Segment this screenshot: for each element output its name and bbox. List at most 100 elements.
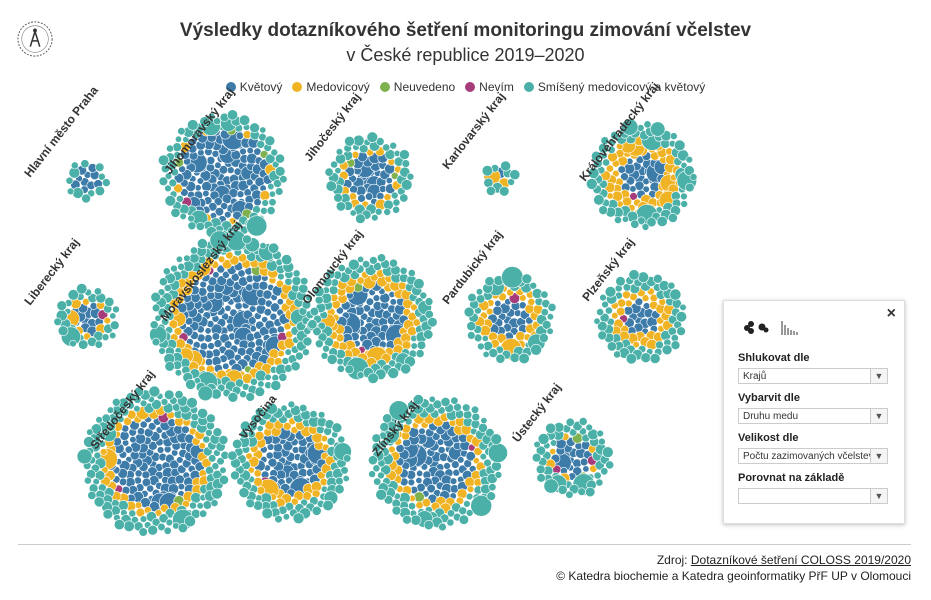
bubble-smiseny[interactable] — [679, 303, 687, 312]
bubble-smiseny[interactable] — [336, 364, 345, 373]
bubble-smiseny[interactable] — [294, 351, 304, 361]
bubble-smiseny[interactable] — [325, 269, 336, 280]
bubble-kvetovy[interactable] — [213, 197, 223, 206]
bubble-smiseny[interactable] — [174, 390, 184, 400]
bubble-smiseny[interactable] — [150, 291, 161, 303]
bubble-smiseny[interactable] — [529, 281, 538, 290]
bubble-smiseny[interactable] — [67, 289, 80, 301]
bubble-smiseny[interactable] — [190, 246, 199, 255]
bubble-smiseny[interactable] — [66, 187, 75, 196]
bubble-smiseny[interactable] — [326, 353, 338, 365]
bubble-smiseny[interactable] — [302, 348, 310, 357]
bubble-smiseny[interactable] — [352, 134, 365, 147]
bubble-smiseny[interactable] — [463, 500, 471, 508]
bubble-smiseny[interactable] — [675, 311, 688, 323]
bubble-kvetovy[interactable] — [451, 460, 460, 469]
bubble-medovicovy[interactable] — [173, 183, 183, 194]
bubble-smiseny[interactable] — [646, 217, 657, 228]
bubble-kvetovy[interactable] — [214, 161, 222, 169]
bubble-kvetovy[interactable] — [204, 358, 214, 367]
bubble-smiseny[interactable] — [649, 353, 661, 364]
bubble-kvetovy[interactable] — [156, 446, 165, 454]
bubble-smiseny[interactable] — [254, 386, 265, 397]
bubble-smiseny[interactable] — [377, 471, 385, 480]
bubble-smiseny[interactable] — [601, 300, 609, 309]
size-by-select[interactable]: Počtu zazimovaných včelstev ▼ — [738, 448, 888, 464]
bubble-kvetovy[interactable] — [269, 312, 278, 321]
bubble-smiseny[interactable] — [344, 136, 355, 147]
bubble-kvetovy[interactable] — [206, 155, 216, 165]
bubble-smiseny[interactable] — [158, 277, 168, 287]
bubble-smiseny[interactable] — [481, 165, 494, 177]
bubble-smiseny[interactable] — [161, 317, 170, 326]
region-cluster[interactable] — [149, 230, 319, 403]
region-cluster[interactable] — [481, 160, 521, 197]
bubble-kvetovy[interactable] — [196, 177, 204, 185]
bubble-smiseny[interactable] — [509, 169, 521, 181]
bubble-smiseny[interactable] — [300, 277, 309, 286]
bubble-smiseny[interactable] — [187, 221, 197, 231]
bubble-smiseny[interactable] — [210, 499, 219, 507]
bubble-smiseny[interactable] — [202, 435, 211, 444]
bubble-kvetovy[interactable] — [270, 302, 280, 313]
bubble-smiseny[interactable] — [601, 446, 614, 459]
bubble-smiseny[interactable] — [368, 470, 376, 478]
bubble-smiseny[interactable] — [462, 403, 471, 412]
bubble-smiseny[interactable] — [593, 317, 601, 325]
bubble-smiseny[interactable] — [160, 398, 169, 406]
bubble-smiseny[interactable] — [376, 253, 386, 263]
bubble-smiseny[interactable] — [197, 407, 208, 419]
bubble-smiseny[interactable] — [410, 342, 418, 350]
bubble-smiseny[interactable] — [547, 302, 557, 312]
bubble-smiseny[interactable] — [407, 502, 416, 511]
bubble-smiseny[interactable] — [125, 392, 136, 402]
bubble-smiseny[interactable] — [265, 402, 278, 415]
bubble-smiseny[interactable] — [499, 186, 510, 197]
bubble-smiseny[interactable] — [123, 520, 135, 532]
source-link[interactable]: Dotazníkové šetření COLOSS 2019/2020 — [690, 553, 911, 567]
bubble-smiseny[interactable] — [481, 334, 489, 342]
bubble-smiseny[interactable] — [334, 167, 342, 175]
bubble-smiseny[interactable] — [585, 486, 596, 498]
bubble-kvetovy[interactable] — [141, 477, 152, 488]
bubble-smiseny[interactable] — [509, 352, 520, 363]
bubble-medovicovy[interactable] — [622, 290, 631, 300]
bubble-smiseny[interactable] — [177, 262, 186, 271]
bubble-smiseny[interactable] — [177, 522, 188, 533]
bubble-smiseny[interactable] — [557, 484, 568, 495]
bubble-smiseny[interactable] — [207, 112, 216, 121]
bubble-kvetovy[interactable] — [261, 316, 269, 324]
bubble-smiseny[interactable] — [317, 411, 326, 419]
bubble-smiseny[interactable] — [109, 331, 117, 340]
bubble-smiseny[interactable] — [218, 434, 229, 445]
bubble-smiseny[interactable] — [438, 522, 447, 532]
bubble-kvetovy[interactable] — [222, 362, 230, 370]
bubble-smiseny[interactable] — [372, 464, 381, 473]
bubble-smiseny[interactable] — [596, 429, 604, 438]
bubble-smiseny[interactable] — [202, 500, 212, 510]
bubble-medovicovy[interactable] — [527, 297, 536, 306]
bubble-smiseny[interactable] — [292, 269, 301, 278]
bubble-smiseny[interactable] — [661, 344, 673, 356]
bubble-smiseny[interactable] — [149, 320, 159, 330]
bubble-medovicovy[interactable] — [277, 350, 285, 358]
bubble-smiseny[interactable] — [605, 306, 613, 315]
bubble-smiseny[interactable] — [485, 185, 496, 196]
bubble-smiseny[interactable] — [238, 487, 250, 499]
bubble-kvetovy[interactable] — [623, 305, 634, 316]
bubble-smiseny[interactable] — [270, 148, 279, 157]
bubble-smiseny[interactable] — [312, 326, 322, 337]
bubble-smiseny[interactable] — [643, 120, 652, 129]
bubble-smiseny[interactable] — [291, 275, 302, 286]
bubble-smiseny[interactable] — [211, 487, 223, 500]
bubble-smiseny[interactable] — [599, 293, 607, 302]
bubble-smiseny[interactable] — [533, 440, 541, 449]
bubble-smiseny[interactable] — [367, 372, 379, 384]
bubble-smiseny[interactable] — [458, 506, 468, 516]
bubble-kvetovy[interactable] — [129, 436, 137, 444]
bubble-smiseny[interactable] — [349, 209, 357, 217]
bubble-smiseny[interactable] — [479, 453, 487, 461]
bubble-smiseny[interactable] — [392, 205, 400, 214]
bubble-kvetovy[interactable] — [181, 425, 190, 434]
bubble-smiseny[interactable] — [320, 351, 329, 360]
